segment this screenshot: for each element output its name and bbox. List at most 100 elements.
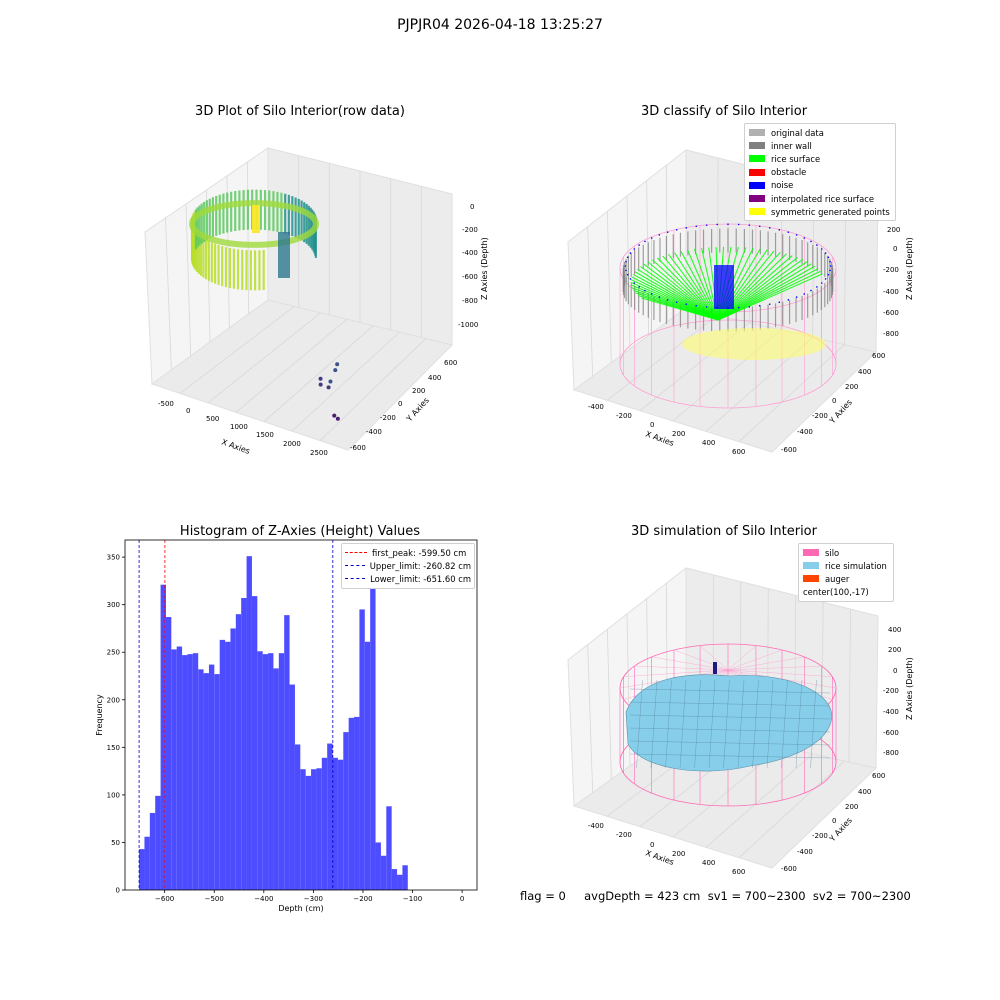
grid-line bbox=[587, 644, 594, 793]
legend-swatch bbox=[749, 142, 765, 150]
rice-surface-points bbox=[717, 246, 740, 321]
histogram-bar bbox=[348, 717, 355, 890]
rice-surface-points bbox=[717, 248, 761, 321]
y-tick-label: 0 bbox=[116, 887, 120, 895]
surface-mesh-line bbox=[629, 740, 831, 746]
surface-mesh-line bbox=[629, 701, 831, 707]
surface-mesh-line bbox=[650, 679, 658, 769]
panel4-title: 3D simulation of Silo Interior bbox=[631, 524, 817, 539]
surface-mesh-line bbox=[795, 679, 803, 769]
histogram-bar bbox=[391, 869, 398, 890]
noise-point bbox=[758, 304, 761, 307]
noise-point bbox=[625, 269, 627, 272]
p2-ylabel: Y Axies bbox=[827, 398, 854, 426]
noise-point bbox=[695, 304, 698, 307]
p2-ytick: 400 bbox=[858, 368, 871, 376]
p1-ytick: 200 bbox=[412, 387, 425, 395]
silo-roof-line bbox=[623, 669, 729, 677]
rice-surface-points bbox=[717, 257, 799, 321]
noise-point bbox=[638, 286, 640, 288]
silo-roof-line bbox=[727, 669, 833, 677]
p1-xtick: 1000 bbox=[230, 423, 248, 431]
histogram-bar bbox=[386, 806, 392, 890]
surface-mesh-line bbox=[665, 679, 672, 769]
legend-entry: original data bbox=[749, 126, 891, 139]
p2-ztick: -600 bbox=[883, 309, 899, 317]
p4-xtick: -400 bbox=[588, 822, 604, 830]
grid-line bbox=[207, 312, 321, 404]
rice-surface-points bbox=[717, 265, 816, 321]
silo-roof-line bbox=[727, 669, 783, 727]
rice-surface-points bbox=[708, 247, 719, 321]
rice-surface-points bbox=[630, 281, 719, 321]
histogram-bar bbox=[251, 596, 258, 890]
histogram-bar bbox=[144, 836, 150, 890]
rice-surface-points bbox=[717, 273, 823, 321]
noise-point bbox=[737, 223, 740, 226]
legend-entry: auger bbox=[803, 572, 889, 585]
grid-line bbox=[291, 331, 400, 432]
surface-mesh-line bbox=[752, 679, 759, 769]
silo-roof-line bbox=[727, 669, 822, 711]
legend-swatch bbox=[749, 195, 765, 203]
histogram-bar bbox=[203, 673, 209, 890]
legend-swatch bbox=[803, 575, 819, 583]
p4-ztick: 200 bbox=[888, 646, 901, 654]
rice-surface-points bbox=[717, 246, 725, 321]
p4-ytick: -600 bbox=[781, 865, 797, 873]
noise-point bbox=[795, 296, 798, 298]
silo-roof-line bbox=[727, 645, 757, 671]
histogram-bar bbox=[246, 556, 252, 890]
legend-entry: obstacle bbox=[749, 166, 891, 179]
histogram-bar bbox=[182, 655, 188, 890]
silo-roof-line bbox=[727, 665, 822, 671]
p2-ztick: -200 bbox=[883, 266, 899, 274]
noise-point bbox=[650, 293, 653, 295]
noise-point bbox=[629, 252, 632, 254]
histogram-bar bbox=[337, 759, 344, 890]
legend-swatch bbox=[803, 549, 819, 557]
grid-line bbox=[247, 161, 250, 315]
noise-point bbox=[695, 225, 698, 228]
histogram-bar bbox=[380, 855, 387, 890]
p4-ytick: 600 bbox=[872, 772, 885, 780]
y-tick-label: 50 bbox=[111, 839, 120, 847]
p1-ytick: 600 bbox=[444, 359, 457, 367]
histogram-bar bbox=[316, 768, 322, 890]
rice-surface-points bbox=[717, 263, 812, 321]
x-tick-label: −300 bbox=[304, 895, 323, 903]
silo-roof-line bbox=[699, 669, 729, 731]
histogram-bar bbox=[198, 669, 204, 890]
panel2-title: 3D classify of Silo Interior bbox=[640, 104, 808, 119]
y-tick-label: 300 bbox=[107, 601, 120, 609]
p4-ytick: -400 bbox=[797, 848, 813, 856]
p1-xtick: 2500 bbox=[310, 449, 328, 457]
histogram-bar bbox=[235, 614, 242, 890]
p4-ylabel: Y Axies bbox=[827, 816, 854, 844]
histogram-bar bbox=[354, 716, 360, 890]
p4-xtick: 400 bbox=[702, 859, 715, 867]
noise-point bbox=[829, 269, 831, 272]
y-tick-label: 250 bbox=[107, 649, 120, 657]
surface-mesh-line bbox=[781, 679, 788, 769]
legend-entry: symmetric generated points bbox=[749, 205, 891, 218]
rice-surface-points bbox=[717, 253, 787, 321]
x-tick-label: 0 bbox=[460, 895, 464, 903]
histogram-bar bbox=[289, 684, 295, 890]
p2-ztick: -800 bbox=[883, 330, 899, 338]
histogram-bar bbox=[176, 646, 183, 890]
grid-line bbox=[606, 629, 612, 780]
grid-line bbox=[665, 583, 668, 740]
silo-roof-line bbox=[727, 669, 837, 689]
rice-surface-points bbox=[717, 255, 793, 321]
silo-roof-line bbox=[673, 649, 729, 671]
silo-roof-line bbox=[651, 669, 729, 720]
p4-xtick: 0 bbox=[650, 841, 654, 849]
surface-mesh-line bbox=[708, 679, 716, 769]
noise-point bbox=[624, 265, 627, 267]
grid-line bbox=[665, 165, 668, 322]
grid-line bbox=[263, 325, 374, 423]
p2-xlabel: X Axies bbox=[644, 429, 675, 448]
rice-surface-points bbox=[717, 246, 732, 321]
legend-entry: center(100,-17) bbox=[803, 587, 869, 598]
